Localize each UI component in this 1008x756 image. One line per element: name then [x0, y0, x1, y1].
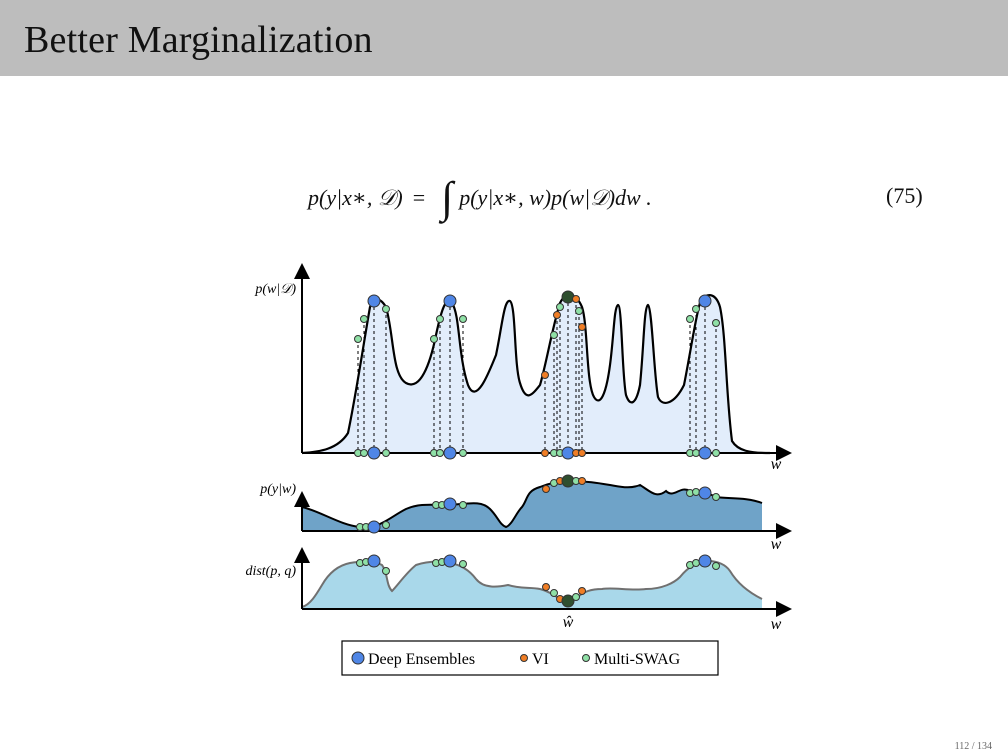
- likelihood-curve: [301, 479, 763, 529]
- page-number: 112 / 134: [954, 741, 992, 752]
- likelihood-markers: [356, 474, 720, 534]
- likelihood-xlabel: w: [771, 536, 782, 553]
- distance-ylabel: dist(p, q): [245, 564, 296, 579]
- vi-legend-marker: [520, 654, 528, 662]
- equation-rhs: p(y|x∗, w)p(w|𝒟)dw .: [459, 185, 652, 210]
- distance-markers: [356, 554, 720, 608]
- dashed-drop-lines: [357, 297, 717, 453]
- legend-multiswag-label: Multi-SWAG: [594, 651, 681, 668]
- marginalization-figure: p(w|𝒟) w: [210, 255, 810, 685]
- posterior-markers: [354, 290, 720, 379]
- distance-xlabel: w: [771, 616, 782, 633]
- integral-sign: ∫: [441, 173, 454, 222]
- legend-deep-ensembles-label: Deep Ensembles: [368, 651, 475, 668]
- equation-lhs: p(y|x∗, 𝒟): [308, 185, 403, 210]
- figure-svg: p(w|𝒟) w: [245, 263, 792, 676]
- posterior-xlabel: w: [771, 456, 782, 473]
- posterior-fill: [302, 295, 770, 453]
- posterior-axis-markers: [354, 446, 720, 460]
- legend-vi-label: VI: [532, 651, 549, 668]
- legend: Deep Ensembles VI Multi-SWAG: [341, 640, 719, 676]
- distance-fill: [302, 561, 762, 609]
- distance-curve: [301, 559, 763, 608]
- likelihood-ylabel: p(y|w): [259, 482, 296, 497]
- likelihood-fill: [302, 481, 762, 531]
- equation: p(y|x∗, 𝒟) = ∫ p(y|x∗, w)p(w|𝒟)dw .: [308, 176, 652, 220]
- deep-ensembles-legend-marker: [351, 651, 365, 665]
- slide-title: Better Marginalization: [24, 19, 373, 61]
- equation-number: (75): [886, 183, 923, 208]
- posterior-ylabel: p(w|𝒟): [254, 282, 296, 297]
- likelihood-panel: p(y|w) w: [259, 474, 792, 553]
- multiswag-legend-marker: [582, 654, 590, 662]
- equation-equals: =: [412, 185, 426, 210]
- title-bar: Better Marginalization: [0, 0, 1008, 76]
- legend-box: [341, 640, 719, 676]
- w-hat-label: ŵ: [563, 614, 574, 631]
- posterior-panel: p(w|𝒟) w: [254, 263, 792, 473]
- distance-panel: dist(p, q) w ŵ: [245, 547, 792, 633]
